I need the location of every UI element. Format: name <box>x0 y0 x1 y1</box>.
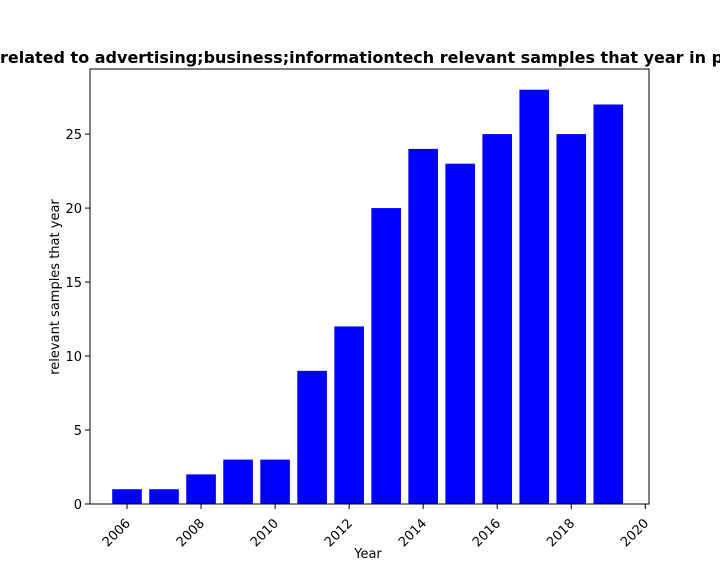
y-axis: 0 5 10 15 20 25 <box>65 128 90 513</box>
bar-2015 <box>445 163 476 504</box>
bar-2019 <box>593 104 624 505</box>
x-tick-label-2016: 2016 <box>470 516 504 550</box>
chart-title: related to advertising;business;informat… <box>0 48 720 67</box>
bar-2013 <box>371 208 401 504</box>
bar-2017 <box>519 89 550 504</box>
bar-2012 <box>334 326 364 504</box>
x-tick-label-2012: 2012 <box>322 516 356 550</box>
bar-2011 <box>297 370 327 504</box>
x-tick-label-2014: 2014 <box>396 516 430 550</box>
plot-frame <box>89 68 650 505</box>
y-tick-label-5: 5 <box>74 424 82 439</box>
bar-2007 <box>149 489 179 504</box>
y-axis-label: relevant samples that year <box>48 199 63 375</box>
x-tick-label-2020: 2020 <box>618 516 652 550</box>
x-tick-label-2008: 2008 <box>174 516 208 550</box>
y-tick-label-20: 20 <box>65 202 82 217</box>
bar-2010 <box>260 459 290 504</box>
y-tick-label-15: 15 <box>65 276 82 291</box>
x-tick-label-2010: 2010 <box>248 516 282 550</box>
bar-2009 <box>223 459 253 504</box>
y-tick-label-0: 0 <box>74 498 82 513</box>
bar-2016 <box>482 134 513 504</box>
x-axis: 2006 2008 2010 2012 2014 2016 2018 2020 <box>100 504 652 550</box>
x-tick-label-2018: 2018 <box>544 516 578 550</box>
bar-2008 <box>186 474 216 504</box>
y-tick-label-25: 25 <box>65 128 82 143</box>
bar-2006 <box>112 489 142 504</box>
bar-2018 <box>556 134 587 504</box>
y-tick-label-10: 10 <box>65 350 82 365</box>
x-axis-label: Year <box>353 547 382 562</box>
bars-group <box>112 89 624 505</box>
x-tick-label-2006: 2006 <box>100 516 134 550</box>
bar-2014 <box>408 148 438 505</box>
